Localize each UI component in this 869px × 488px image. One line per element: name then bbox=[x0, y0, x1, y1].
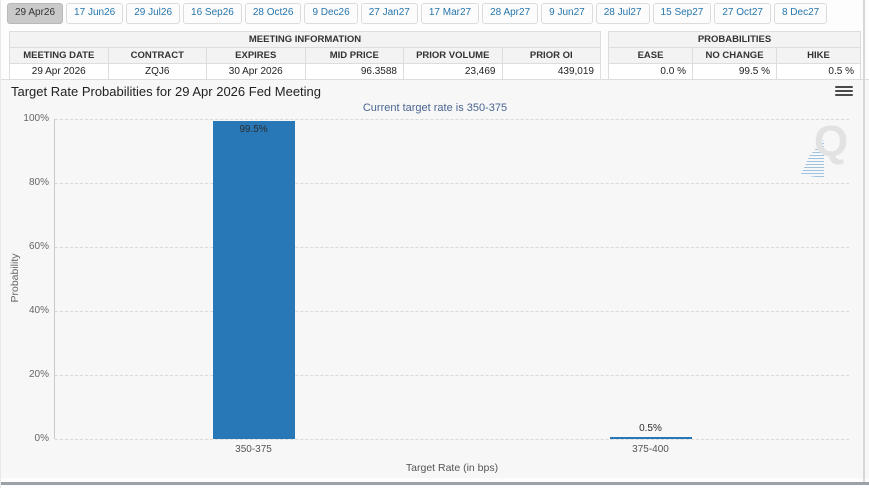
meeting-information-header-row: MEETING DATE CONTRACT EXPIRES MID PRICE PRIO… bbox=[9, 46, 601, 64]
table-cell: 0.0 % bbox=[608, 62, 693, 81]
tab-28-oct26[interactable]: 28 Oct26 bbox=[244, 3, 302, 24]
chart-panel: Target Rate Probabilities for 29 Apr 202… bbox=[1, 79, 869, 478]
gridline-80% bbox=[55, 183, 849, 184]
table-cell: 30 Apr 2026 bbox=[206, 62, 306, 81]
probabilities-header-row: EASE NO CHANGE HIKE bbox=[608, 46, 861, 64]
y-tick-label: 20% bbox=[28, 369, 49, 380]
gridline-100% bbox=[55, 119, 849, 120]
probabilities-table: PROBABILITIES EASE NO CHANGE HIKE 0.0 % 99.… bbox=[608, 30, 861, 81]
gridline-60% bbox=[55, 247, 849, 248]
probabilities-data-row: 0.0 % 99.5 % 0.5 % bbox=[608, 62, 861, 81]
table-cell: 96.3588 bbox=[304, 62, 404, 81]
y-axis-title: Probability bbox=[9, 253, 21, 303]
table-cell: 99.5 % bbox=[692, 62, 777, 81]
tab-28-jul27[interactable]: 28 Jul27 bbox=[595, 3, 650, 24]
table-cell: 23,469 bbox=[403, 62, 503, 81]
tab-17-mar27[interactable]: 17 Mar27 bbox=[420, 3, 480, 24]
tab-17-jun26[interactable]: 17 Jun26 bbox=[66, 3, 124, 24]
y-tick-label: 80% bbox=[28, 177, 49, 188]
bottom-frame-bar bbox=[1, 482, 869, 485]
hamburger-menu-icon[interactable] bbox=[835, 82, 853, 100]
column-header: CONTRACT bbox=[107, 46, 207, 64]
column-header: EXPIRES bbox=[206, 46, 306, 64]
column-header: PRIOR OI bbox=[501, 46, 601, 64]
y-tick-label: 100% bbox=[23, 113, 49, 124]
gridline-20% bbox=[55, 375, 849, 376]
table-cell: 0.5 % bbox=[776, 62, 861, 81]
meeting-information-title: MEETING INFORMATION bbox=[9, 30, 601, 48]
tab-9-jun27[interactable]: 9 Jun27 bbox=[541, 3, 593, 24]
meeting-information-data-row: 29 Apr 2026 ZQJ6 30 Apr 2026 96.3588 23,469 4… bbox=[9, 62, 601, 81]
watermark-letter: Q bbox=[814, 117, 849, 166]
y-axis bbox=[54, 119, 55, 439]
gridline-40% bbox=[55, 311, 849, 312]
gridline-0% bbox=[55, 439, 849, 440]
right-frame-edge bbox=[863, 0, 865, 482]
tab-28-apr27[interactable]: 28 Apr27 bbox=[482, 3, 539, 24]
tab-27-jan27[interactable]: 27 Jan27 bbox=[360, 3, 418, 24]
column-header: MEETING DATE bbox=[9, 46, 109, 64]
y-tick-label: 40% bbox=[28, 305, 49, 316]
table-cell: 439,019 bbox=[501, 62, 601, 81]
y-tick-label: 0% bbox=[34, 433, 49, 444]
y-tick-label: 60% bbox=[28, 241, 49, 252]
tab-29-apr26[interactable]: 29 Apr26 bbox=[7, 3, 64, 24]
column-header: HIKE bbox=[776, 46, 861, 64]
column-header: NO CHANGE bbox=[692, 46, 777, 64]
chart-title: Target Rate Probabilities for 29 Apr 202… bbox=[11, 83, 322, 99]
tab-29-jul26[interactable]: 29 Jul26 bbox=[126, 3, 181, 24]
chart-area: Current target rate is 350-375 Q 0% 20% 40… bbox=[1, 102, 869, 478]
bar-value-label: 99.5% bbox=[239, 123, 268, 135]
table-cell: 29 Apr 2026 bbox=[9, 62, 109, 81]
tab-15-sep27[interactable]: 15 Sep27 bbox=[652, 3, 712, 24]
table-cell: ZQJ6 bbox=[107, 62, 207, 81]
meeting-tab-bar: 29 Apr26 17 Jun26 29 Jul26 16 Sep26 28 Oct26… bbox=[1, 0, 869, 24]
column-header: PRIOR VOLUME bbox=[403, 46, 503, 64]
quikstrike-watermark-icon: Q bbox=[798, 120, 854, 178]
bar-350-375 bbox=[212, 120, 295, 439]
tab-9-dec26[interactable]: 9 Dec26 bbox=[304, 3, 358, 24]
column-header: MID PRICE bbox=[304, 46, 404, 64]
tab-27-oct27[interactable]: 27 Oct27 bbox=[714, 3, 771, 24]
x-category-label: 375-400 bbox=[632, 444, 669, 455]
x-axis-title: Target Rate (in bps) bbox=[405, 462, 499, 474]
bar-375-400 bbox=[609, 437, 692, 439]
meeting-information-table: MEETING INFORMATION MEETING DATE CONTRACT… bbox=[9, 30, 601, 81]
summary-tables-row: MEETING INFORMATION MEETING DATE CONTRACT… bbox=[1, 24, 869, 81]
x-category-label: 350-375 bbox=[235, 444, 272, 455]
probabilities-title: PROBABILITIES bbox=[608, 30, 861, 48]
column-header: EASE bbox=[608, 46, 693, 64]
tab-8-dec27[interactable]: 8 Dec27 bbox=[773, 3, 828, 24]
bar-value-label: 0.5% bbox=[639, 423, 662, 434]
chart-subtitle: Current target rate is 350-375 bbox=[362, 102, 508, 114]
chart-title-row: Target Rate Probabilities for 29 Apr 202… bbox=[1, 80, 869, 102]
tab-16-sep26[interactable]: 16 Sep26 bbox=[183, 3, 242, 24]
